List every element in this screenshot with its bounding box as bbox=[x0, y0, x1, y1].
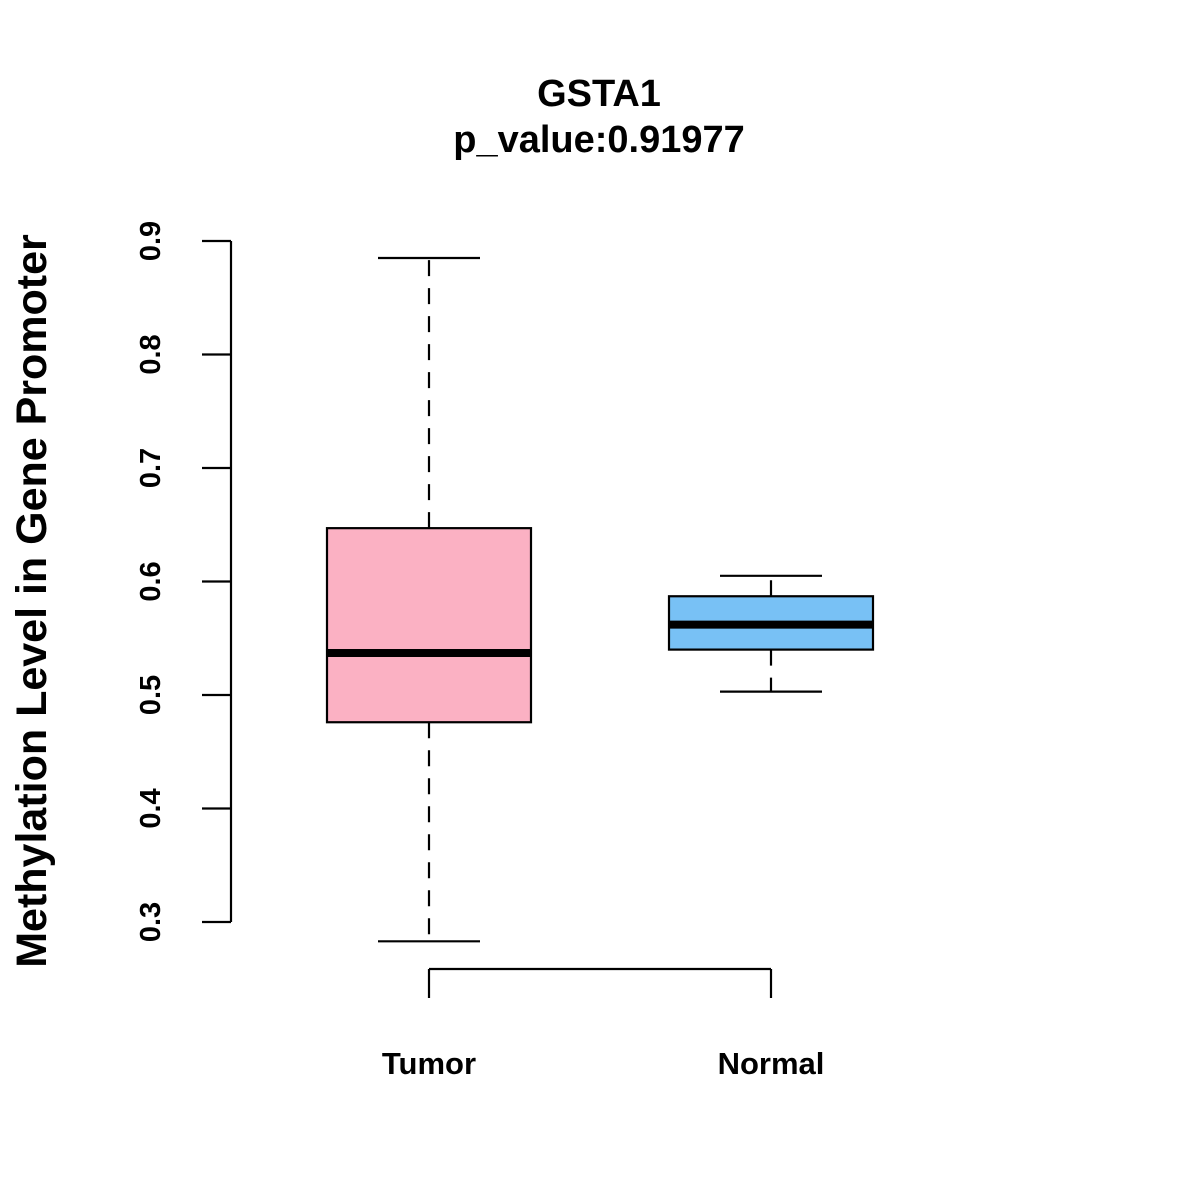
y-tick-label: 0.7 bbox=[135, 448, 167, 488]
y-axis: 0.3 0.4 0.5 0.6 0.7 0.8 0.9 bbox=[135, 221, 233, 942]
y-tick-label: 0.3 bbox=[135, 902, 167, 942]
box-normal bbox=[667, 574, 875, 693]
y-axis-label: Methylation Level in Gene Promoter bbox=[8, 234, 56, 968]
boxes-group bbox=[325, 256, 875, 943]
y-tick-label: 0.8 bbox=[135, 334, 167, 374]
y-tick-label: 0.5 bbox=[135, 675, 167, 715]
x-tick-label: Tumor bbox=[382, 1046, 476, 1081]
iqr-box bbox=[325, 527, 533, 724]
x-axis: Tumor Normal bbox=[382, 967, 825, 1081]
box-tumor bbox=[325, 256, 533, 943]
chart-title: GSTA1 bbox=[537, 73, 661, 115]
chart-subtitle: p_value:0.91977 bbox=[453, 119, 745, 161]
y-tick-label: 0.4 bbox=[135, 788, 167, 828]
x-tick-label: Normal bbox=[718, 1046, 825, 1081]
y-tick-label: 0.6 bbox=[135, 561, 167, 601]
y-tick-label: 0.9 bbox=[135, 221, 167, 261]
